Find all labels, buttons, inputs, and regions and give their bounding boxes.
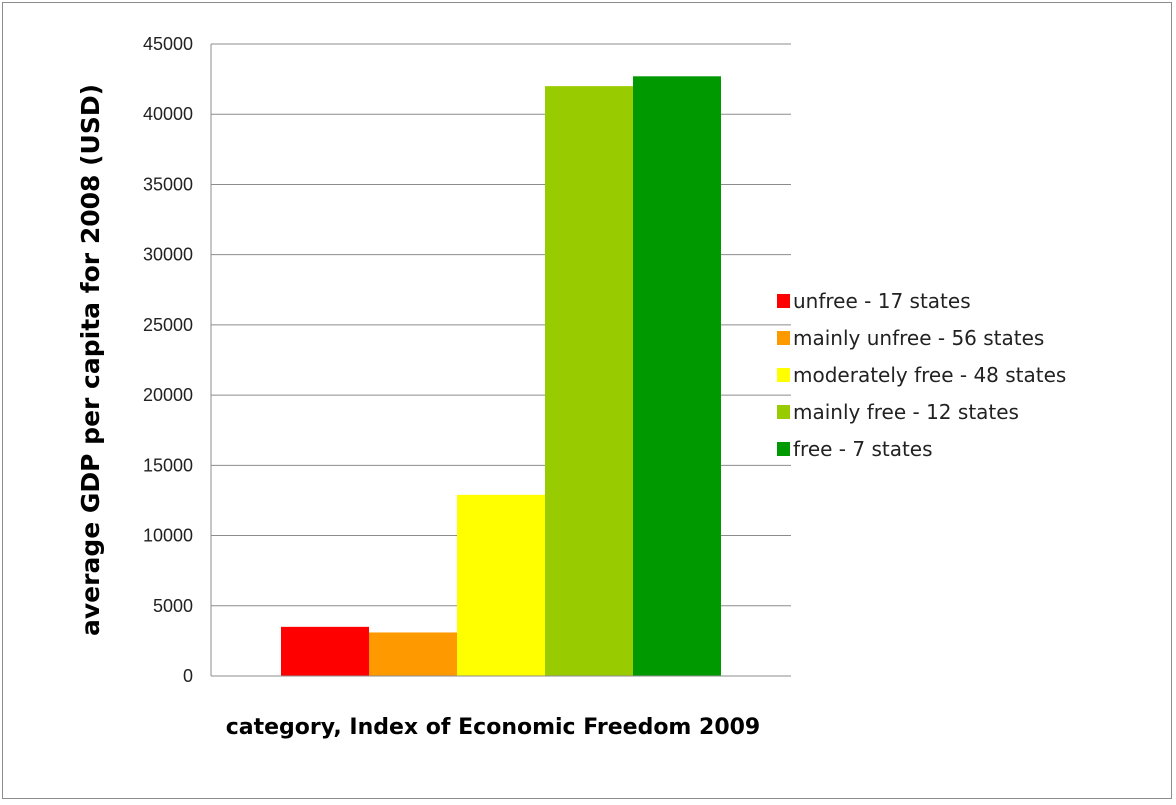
bar-1 — [281, 626, 369, 676]
y-tick-label: 20000 — [143, 385, 193, 405]
y-tick-label: 10000 — [143, 526, 193, 546]
legend-label: moderately free - 48 states — [793, 363, 1066, 387]
legend-swatch — [777, 405, 790, 419]
legend-label: mainly unfree - 56 states — [793, 326, 1044, 350]
y-tick-label: 40000 — [143, 104, 193, 124]
y-tick-label: 0 — [183, 666, 193, 686]
legend-swatch — [777, 368, 790, 382]
y-axis-label: average GDP per capita for 2008 (USD) — [76, 84, 105, 636]
y-tick-labels: 0 5000 10000 15000 20000 25000 30000 35000 40000… — [143, 34, 193, 686]
legend-swatch — [777, 331, 790, 345]
bar-5 — [633, 76, 721, 676]
bar-2 — [369, 632, 457, 676]
x-axis-label: category, Index of Economic Freedom 2009 — [226, 715, 761, 740]
axes — [210, 44, 791, 677]
y-tick-label: 45000 — [143, 34, 193, 54]
bar-3 — [457, 494, 545, 676]
legend: unfree - 17 states mainly unfree - 56 sta… — [777, 289, 1066, 461]
y-tick-label: 15000 — [143, 455, 193, 475]
y-tick-label: 35000 — [143, 174, 193, 194]
y-tick-label: 30000 — [143, 245, 193, 265]
legend-label: mainly free - 12 states — [793, 400, 1019, 424]
legend-swatch — [777, 442, 790, 456]
gridlines — [211, 43, 791, 607]
bar-chart: 0 5000 10000 15000 20000 25000 30000 35000 40000… — [76, 34, 1066, 740]
y-tick-label: 25000 — [143, 315, 193, 335]
legend-label: free - 7 states — [793, 437, 933, 461]
y-tick-label: 5000 — [153, 596, 193, 616]
legend-label: unfree - 17 states — [793, 289, 971, 313]
bar-4 — [545, 86, 633, 677]
legend-swatch — [777, 294, 790, 308]
bars — [281, 76, 721, 677]
